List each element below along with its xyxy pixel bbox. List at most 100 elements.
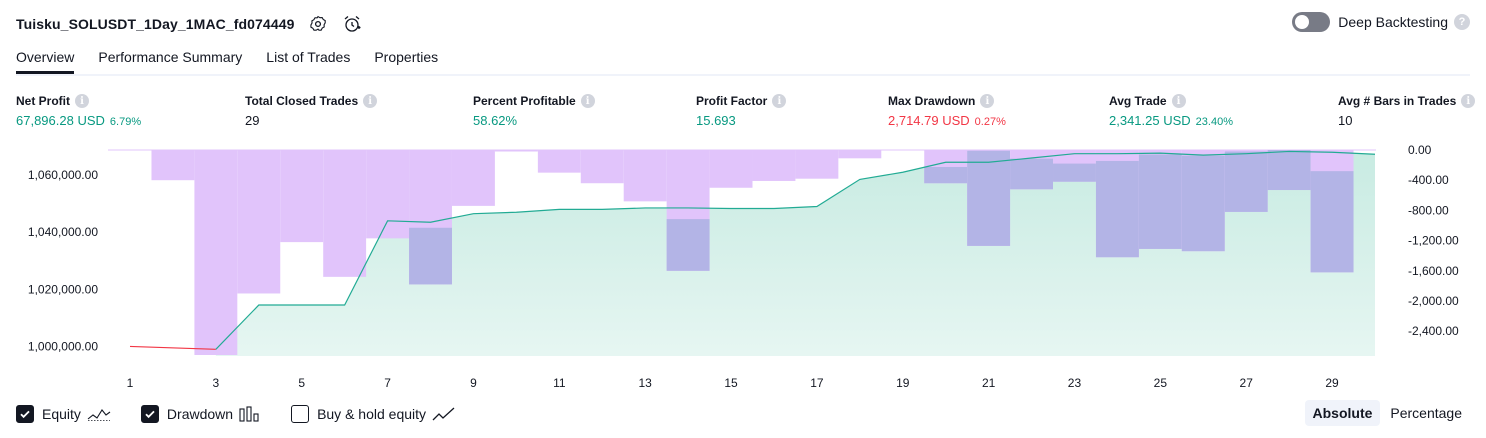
info-icon[interactable]: i: [1461, 94, 1476, 108]
x-axis-tick-label: 27: [1240, 376, 1254, 390]
chart-legend: Equity Drawdown Buy & hold equity: [16, 402, 486, 426]
metric-sub-value: 23.40%: [1195, 116, 1233, 128]
drawdown-bar: [537, 150, 581, 173]
report-header: Tuisku_SOLUSDT_1Day_1MAC_fd074449: [16, 10, 362, 38]
x-axis-tick-label: 29: [1325, 376, 1339, 390]
equity-axis-tick-label: 1,040,000.00: [28, 225, 98, 239]
x-axis-tick-label: 19: [896, 376, 910, 390]
equity-axis-tick-label: 1,060,000.00: [28, 168, 98, 182]
metric-value: 58.62%: [473, 113, 518, 128]
metric-profit-factor: Profit Factor i 15.693: [696, 93, 787, 128]
drawdown-label: Drawdown: [166, 406, 234, 422]
equity-axis-tick-label: 1,000,000.00: [28, 339, 98, 353]
tab-properties[interactable]: Properties: [374, 49, 439, 65]
drawdown-bar: [323, 150, 367, 277]
help-question-icon[interactable]: ?: [1454, 14, 1470, 30]
x-axis-tick-label: 13: [638, 376, 652, 390]
drawdown-bar-overlap: [1181, 155, 1225, 252]
drawdown-bar-overlap: [924, 166, 968, 184]
drawdown-bar-overlap: [1138, 154, 1182, 249]
equity-line: [215, 150, 1376, 350]
checkbox-checked[interactable]: [140, 405, 159, 423]
percentage-mode-button[interactable]: Percentage: [1390, 405, 1462, 421]
info-icon[interactable]: i: [580, 94, 595, 108]
drawdown-axis-tick-label: -2,000.00: [1408, 294, 1459, 308]
drawdown-bar: [709, 150, 753, 188]
equity-label: Equity: [42, 406, 81, 422]
equity-series: [215, 151, 1376, 356]
equity-line-icon: [87, 406, 111, 422]
metric-percent-profitable: Percent Profitable i 58.62%: [473, 93, 595, 128]
drawdown-bar-overlap: [666, 219, 710, 271]
tab-list-of-trades[interactable]: List of Trades: [266, 49, 351, 65]
buy-hold-label: Buy & hold equity: [317, 406, 427, 422]
info-icon[interactable]: i: [75, 94, 89, 108]
info-icon[interactable]: i: [1171, 94, 1186, 108]
metric-value: 10: [1338, 113, 1353, 128]
drawdown-axis-tick-label: -2,400.00: [1408, 324, 1459, 338]
drawdown-bars: [108, 149, 1376, 355]
drawdown-bar: [194, 150, 238, 355]
strategy-title: Tuisku_SOLUSDT_1Day_1MAC_fd074449: [16, 16, 295, 32]
drawdown-bar: [280, 150, 324, 243]
deep-backtesting-label: Deep Backtesting: [1338, 14, 1448, 30]
tab-performance-summary[interactable]: Performance Summary: [98, 49, 243, 65]
x-axis-tick-label: 7: [384, 376, 391, 390]
drawdown-bar: [752, 150, 796, 181]
drawdown-bar: [451, 150, 495, 206]
drawdown-bar: [366, 150, 410, 239]
metric-value: 2,714.79 USD: [888, 113, 970, 128]
metric-value: 29: [245, 113, 260, 128]
drawdown-bar: [795, 150, 839, 179]
drawdown-axis-tick-label: -400.00: [1408, 173, 1449, 187]
equity-checkbox[interactable]: Equity: [16, 405, 111, 423]
info-icon[interactable]: i: [772, 94, 787, 108]
x-axis-tick-label: 11: [553, 376, 566, 390]
equity-drawdown-chart[interactable]: 1,000,000.00 1,020,000.00 1,040,000.00 1,06…: [0, 140, 1486, 400]
metric-value: 15.693: [696, 113, 736, 128]
x-axis-tick-label: 9: [470, 376, 477, 390]
x-axis-tick-label: 1: [127, 376, 134, 390]
equity-area: [215, 151, 1376, 356]
drawdown-axis-tick-label: 0.00: [1408, 143, 1432, 157]
info-icon[interactable]: i: [363, 94, 378, 108]
drawdown-axis-tick-label: -1,600.00: [1408, 264, 1459, 278]
drawdown-bar-overlap: [409, 227, 452, 285]
drawdown-bar-overlap: [967, 150, 1011, 246]
absolute-mode-button[interactable]: Absolute: [1304, 400, 1381, 426]
add-alert-clock-icon[interactable]: [342, 14, 362, 34]
metric-net-profit: Net Profit i 67,896.28 USD 6.79%: [16, 93, 141, 128]
chart-axes: 1,000,000.00 1,020,000.00 1,040,000.00 1,06…: [28, 143, 1459, 390]
drawdown-bar: [580, 150, 624, 184]
x-axis-tick-label: 3: [213, 376, 220, 390]
deep-backtesting-control: Deep Backtesting ?: [1292, 12, 1470, 32]
x-axis-tick-label: 25: [1154, 376, 1168, 390]
metric-max-drawdown: Max Drawdown i 2,714.79 USD 0.27%: [888, 93, 1006, 128]
metric-label: Total Closed Trades: [245, 94, 359, 108]
drawdown-checkbox[interactable]: Drawdown: [140, 405, 261, 423]
deep-backtesting-toggle[interactable]: [1292, 12, 1331, 32]
drawdown-bar-overlap: [1310, 171, 1354, 273]
drawdown-bar: [623, 150, 667, 202]
checkbox-unchecked[interactable]: [291, 405, 310, 423]
buy-hold-checkbox[interactable]: Buy & hold equity: [291, 405, 456, 423]
x-axis-tick-label: 15: [724, 376, 738, 390]
drawdown-bar: [494, 150, 538, 152]
drawdown-bar-overlap: [1267, 150, 1311, 191]
metric-avg-trade: Avg Trade i 2,341.25 USD 23.40%: [1109, 93, 1233, 128]
checkbox-checked[interactable]: [16, 405, 34, 423]
equity-lines: [129, 150, 1376, 350]
drawdown-bar-overlap: [1010, 158, 1054, 190]
drawdown-bar-overlap: [1224, 151, 1268, 212]
equity-axis-tick-label: 1,020,000.00: [28, 282, 98, 296]
drawdown-bars-icon: [239, 406, 261, 422]
info-icon[interactable]: i: [980, 94, 995, 108]
drawdown-axis-tick-label: -800.00: [1408, 203, 1449, 217]
metric-value: 67,896.28 USD: [16, 113, 105, 128]
settings-gear-icon[interactable]: [308, 14, 328, 34]
metric-total-closed-trades: Total Closed Trades i 29: [245, 93, 378, 128]
drawdown-bar-overlap: [1095, 160, 1139, 258]
tab-overview[interactable]: Overview: [16, 44, 75, 74]
x-axis-tick-label: 17: [810, 376, 824, 390]
drawdown-bar: [237, 150, 281, 294]
